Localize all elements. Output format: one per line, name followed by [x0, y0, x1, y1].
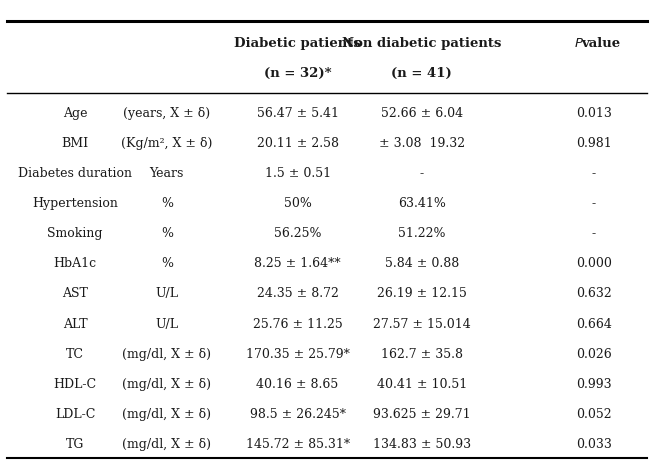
Text: HDL-C: HDL-C — [54, 378, 97, 391]
Text: 134.83 ± 50.93: 134.83 ± 50.93 — [373, 438, 471, 451]
Text: %: % — [161, 257, 173, 270]
Text: Years: Years — [150, 167, 184, 180]
Text: LDL-C: LDL-C — [55, 408, 95, 421]
Text: %: % — [161, 227, 173, 240]
Text: -: - — [592, 227, 596, 240]
Text: 0.026: 0.026 — [576, 348, 611, 361]
Text: 24.35 ± 8.72: 24.35 ± 8.72 — [256, 288, 339, 300]
Text: TC: TC — [66, 348, 84, 361]
Text: (years, X ± δ): (years, X ± δ) — [123, 107, 211, 119]
Text: 8.25 ± 1.64**: 8.25 ± 1.64** — [254, 257, 341, 270]
Text: 0.664: 0.664 — [576, 318, 611, 330]
Text: Hypertension: Hypertension — [32, 197, 118, 210]
Text: TG: TG — [66, 438, 84, 451]
Text: Diabetic patients: Diabetic patients — [234, 37, 361, 50]
Text: 40.16 ± 8.65: 40.16 ± 8.65 — [256, 378, 339, 391]
Text: Diabetes duration: Diabetes duration — [18, 167, 132, 180]
Text: 27.57 ± 15.014: 27.57 ± 15.014 — [373, 318, 471, 330]
Text: (mg/dl, X ± δ): (mg/dl, X ± δ) — [122, 438, 211, 451]
Text: value: value — [581, 37, 620, 50]
Text: 1.5 ± 0.51: 1.5 ± 0.51 — [264, 167, 331, 180]
Text: (n = 41): (n = 41) — [392, 67, 452, 80]
Text: AST: AST — [62, 288, 88, 300]
Text: 98.5 ± 26.245*: 98.5 ± 26.245* — [250, 408, 345, 421]
Text: 56.47 ± 5.41: 56.47 ± 5.41 — [256, 107, 339, 119]
Text: 52.66 ± 6.04: 52.66 ± 6.04 — [381, 107, 463, 119]
Text: 63.41%: 63.41% — [398, 197, 446, 210]
Text: 26.19 ± 12.15: 26.19 ± 12.15 — [377, 288, 467, 300]
Text: HbA1c: HbA1c — [54, 257, 97, 270]
Text: ALT: ALT — [63, 318, 88, 330]
Text: 162.7 ± 35.8: 162.7 ± 35.8 — [381, 348, 463, 361]
Text: Non diabetic patients: Non diabetic patients — [342, 37, 502, 50]
Text: 170.35 ± 25.79*: 170.35 ± 25.79* — [246, 348, 349, 361]
Text: 0.013: 0.013 — [576, 107, 611, 119]
Text: BMI: BMI — [61, 137, 89, 150]
Text: -: - — [420, 167, 424, 180]
Text: ± 3.08  19.32: ± 3.08 19.32 — [379, 137, 465, 150]
Text: 51.22%: 51.22% — [398, 227, 445, 240]
Text: Age: Age — [63, 107, 88, 119]
Text: 5.84 ± 0.88: 5.84 ± 0.88 — [385, 257, 459, 270]
Text: 0.033: 0.033 — [576, 438, 611, 451]
Text: U/L: U/L — [155, 288, 179, 300]
Text: -: - — [592, 167, 596, 180]
Text: -: - — [592, 197, 596, 210]
Text: $\mathit{P}$: $\mathit{P}$ — [574, 37, 585, 50]
Text: 0.052: 0.052 — [576, 408, 611, 421]
Text: 0.000: 0.000 — [576, 257, 611, 270]
Text: (mg/dl, X ± δ): (mg/dl, X ± δ) — [122, 378, 211, 391]
Text: %: % — [161, 197, 173, 210]
Text: 20.11 ± 2.58: 20.11 ± 2.58 — [256, 137, 339, 150]
Text: 0.981: 0.981 — [576, 137, 611, 150]
Text: (n = 32)*: (n = 32)* — [264, 67, 332, 80]
Text: (Kg/m², X ± δ): (Kg/m², X ± δ) — [121, 137, 213, 150]
Text: 0.632: 0.632 — [576, 288, 611, 300]
Text: 0.993: 0.993 — [576, 378, 611, 391]
Text: 56.25%: 56.25% — [274, 227, 321, 240]
Text: U/L: U/L — [155, 318, 179, 330]
Text: 93.625 ± 29.71: 93.625 ± 29.71 — [373, 408, 471, 421]
Text: (mg/dl, X ± δ): (mg/dl, X ± δ) — [122, 408, 211, 421]
Text: Smoking: Smoking — [48, 227, 103, 240]
Text: 145.72 ± 85.31*: 145.72 ± 85.31* — [245, 438, 350, 451]
Text: 50%: 50% — [284, 197, 311, 210]
Text: (mg/dl, X ± δ): (mg/dl, X ± δ) — [122, 348, 211, 361]
Text: 25.76 ± 11.25: 25.76 ± 11.25 — [252, 318, 343, 330]
Text: 40.41 ± 10.51: 40.41 ± 10.51 — [377, 378, 467, 391]
